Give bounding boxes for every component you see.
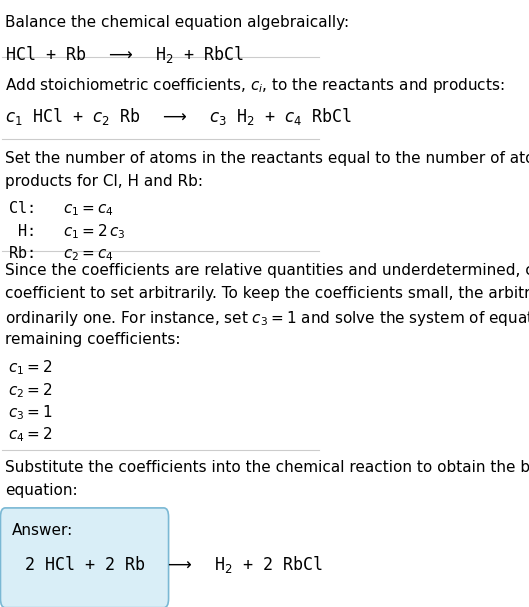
Text: $c_4 = 2$: $c_4 = 2$ [8,426,53,444]
Text: equation:: equation: [5,483,78,498]
Text: HCl + Rb  $\longrightarrow$  H$_2$ + RbCl: HCl + Rb $\longrightarrow$ H$_2$ + RbCl [5,44,244,64]
Text: $c_2 = 2$: $c_2 = 2$ [8,381,53,399]
Text: $c_1 = 2$: $c_1 = 2$ [8,359,53,378]
Text: Substitute the coefficients into the chemical reaction to obtain the balanced: Substitute the coefficients into the che… [5,459,529,475]
Text: 2 HCl + 2 Rb  $\longrightarrow$  H$_2$ + 2 RbCl: 2 HCl + 2 Rb $\longrightarrow$ H$_2$ + 2… [24,554,323,575]
Text: Balance the chemical equation algebraically:: Balance the chemical equation algebraica… [5,15,349,30]
Text: $c_3 = 1$: $c_3 = 1$ [8,403,53,422]
FancyBboxPatch shape [1,508,169,607]
Text: Cl:   $c_1 = c_4$: Cl: $c_1 = c_4$ [8,200,114,219]
Text: Since the coefficients are relative quantities and underdetermined, choose a: Since the coefficients are relative quan… [5,263,529,278]
Text: products for Cl, H and Rb:: products for Cl, H and Rb: [5,174,203,189]
Text: H:   $c_1 = 2\,c_3$: H: $c_1 = 2\,c_3$ [8,222,126,240]
Text: remaining coefficients:: remaining coefficients: [5,332,181,347]
Text: Answer:: Answer: [12,523,73,538]
Text: coefficient to set arbitrarily. To keep the coefficients small, the arbitrary va: coefficient to set arbitrarily. To keep … [5,286,529,301]
Text: Rb:   $c_2 = c_4$: Rb: $c_2 = c_4$ [8,244,114,263]
Text: Set the number of atoms in the reactants equal to the number of atoms in the: Set the number of atoms in the reactants… [5,151,529,166]
Text: Add stoichiometric coefficients, $c_i$, to the reactants and products:: Add stoichiometric coefficients, $c_i$, … [5,76,505,95]
Text: $c_1$ HCl + $c_2$ Rb  $\longrightarrow$  $c_3$ H$_2$ + $c_4$ RbCl: $c_1$ HCl + $c_2$ Rb $\longrightarrow$ $… [5,106,352,127]
Text: ordinarily one. For instance, set $c_3 = 1$ and solve the system of equations fo: ordinarily one. For instance, set $c_3 =… [5,309,529,328]
